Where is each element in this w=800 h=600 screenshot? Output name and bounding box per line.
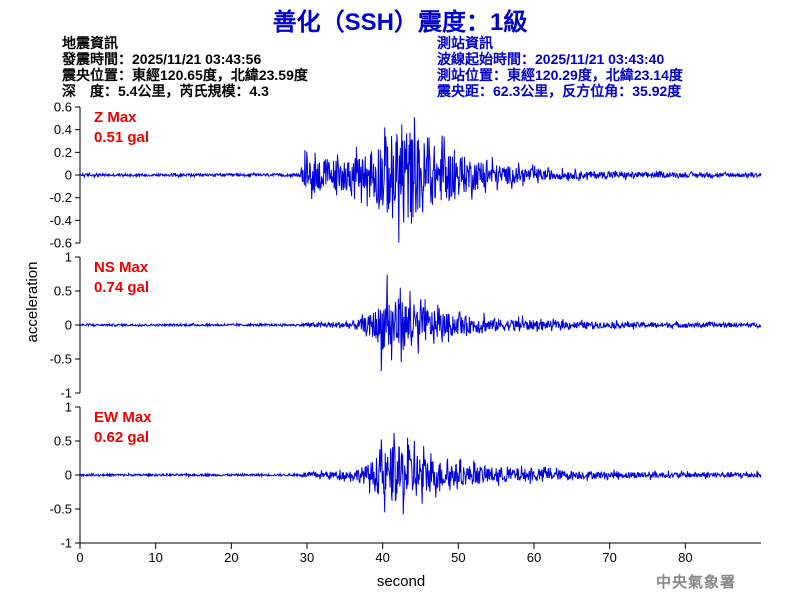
- y-tick-label: -0.4: [50, 213, 72, 228]
- station-location: 測站位置：東經120.29度，北緯23.14度: [437, 67, 683, 83]
- waveform-trace-z: [79, 117, 762, 243]
- y-axis-label: acceleration: [24, 262, 41, 343]
- waveform-trace-ew: [79, 432, 762, 515]
- x-tick-label: 50: [451, 550, 465, 565]
- x-tick-label: 40: [375, 550, 389, 565]
- station-info-block: 測站資訊 波線起始時間：2025/11/21 03:43:40 測站位置：東經1…: [437, 35, 683, 99]
- y-tick-label: 0: [65, 318, 72, 333]
- x-axis-label: second: [377, 573, 425, 590]
- waveform-trace-ns: [79, 274, 762, 372]
- agency-footer: 中央氣象署: [656, 573, 737, 591]
- y-tick-label: 1: [65, 250, 72, 265]
- x-tick-label: 0: [76, 550, 83, 565]
- y-tick-label: 0: [65, 168, 72, 183]
- x-tick-label: 70: [602, 550, 616, 565]
- y-tick-label: -1: [60, 536, 72, 551]
- max-label-ns: NS Max: [94, 259, 149, 276]
- x-tick-label: 60: [527, 550, 541, 565]
- y-tick-label: -0.6: [50, 236, 72, 251]
- y-tick-label: 0.5: [54, 434, 72, 449]
- quake-epicenter: 震央位置：東經120.65度，北緯23.59度: [62, 67, 308, 83]
- y-tick-label: -0.5: [50, 502, 72, 517]
- max-label-ew: EW Max: [94, 409, 152, 426]
- station-wave-start: 波線起始時間：2025/11/21 03:43:40: [437, 51, 665, 67]
- y-tick-label: 0.6: [54, 100, 72, 115]
- max-label-z: Z Max: [94, 109, 137, 126]
- quake-info-header: 地震資訊: [62, 35, 118, 51]
- x-tick-label: 80: [678, 550, 692, 565]
- y-tick-label: 0.2: [54, 145, 72, 160]
- max-value-ew: 0.62 gal: [94, 429, 149, 446]
- max-value-ns: 0.74 gal: [94, 279, 149, 296]
- y-tick-label: -0.2: [50, 190, 72, 205]
- station-distance-azimuth: 震央距：62.3公里，反方位角：35.92度: [437, 83, 682, 99]
- station-info-header: 測站資訊: [437, 35, 493, 51]
- y-tick-label: 0: [65, 468, 72, 483]
- y-tick-label: -1: [60, 386, 72, 401]
- x-tick-label: 30: [300, 550, 314, 565]
- y-tick-label: -0.5: [50, 352, 72, 367]
- page-title: 善化（SSH）震度：1級: [272, 9, 528, 36]
- y-tick-label: 0.4: [54, 122, 72, 137]
- x-tick-label: 10: [148, 550, 162, 565]
- max-value-z: 0.51 gal: [94, 129, 149, 146]
- x-tick-label: 20: [224, 550, 238, 565]
- quake-origin-time: 發震時間：2025/11/21 03:43:56: [62, 51, 262, 67]
- quake-depth-magnitude: 深 度：5.4公里，芮氏規模：4.3: [62, 83, 269, 99]
- y-tick-label: 1: [65, 400, 72, 415]
- y-tick-label: 0.5: [54, 284, 72, 299]
- quake-info-block: 地震資訊 發震時間：2025/11/21 03:43:56 震央位置：東經120…: [62, 35, 308, 99]
